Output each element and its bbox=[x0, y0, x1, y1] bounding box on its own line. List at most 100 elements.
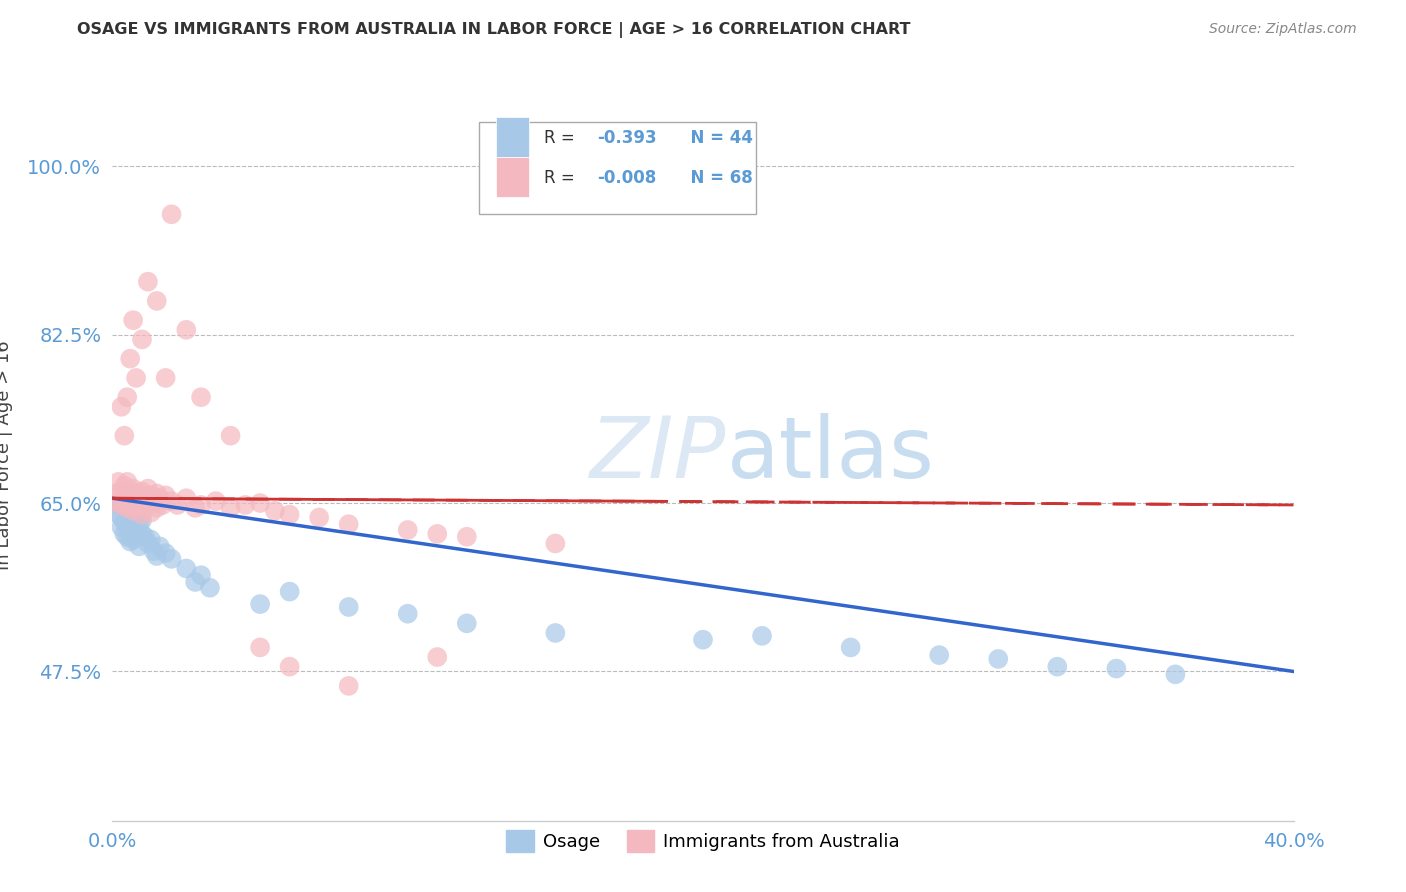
Immigrants from Australia bbox=[134, 500, 156, 515]
Immigrants from Australia bbox=[174, 491, 197, 506]
Immigrants from Australia bbox=[110, 486, 132, 500]
Immigrants from Australia bbox=[107, 496, 129, 510]
Osage bbox=[131, 526, 153, 541]
Immigrants from Australia bbox=[155, 371, 177, 385]
Osage bbox=[146, 549, 169, 563]
Immigrants from Australia bbox=[160, 494, 183, 508]
Osage bbox=[125, 526, 148, 541]
Osage bbox=[190, 568, 212, 582]
Osage bbox=[1105, 662, 1128, 676]
Osage bbox=[174, 561, 197, 575]
Osage bbox=[117, 517, 138, 532]
Osage bbox=[692, 632, 714, 647]
Osage bbox=[149, 539, 172, 553]
Osage bbox=[155, 546, 177, 560]
Immigrants from Australia bbox=[112, 428, 135, 442]
Osage bbox=[122, 520, 145, 534]
Osage bbox=[139, 533, 162, 547]
Immigrants from Australia bbox=[125, 488, 148, 502]
Osage bbox=[136, 536, 159, 550]
Text: R =: R = bbox=[544, 128, 579, 147]
Osage bbox=[134, 530, 156, 544]
Immigrants from Australia bbox=[136, 498, 159, 512]
Osage bbox=[396, 607, 419, 621]
Immigrants from Australia bbox=[131, 333, 153, 347]
Immigrants from Australia bbox=[190, 498, 212, 512]
Immigrants from Australia bbox=[142, 494, 165, 508]
Osage bbox=[112, 526, 135, 541]
Immigrants from Australia bbox=[125, 371, 148, 385]
Y-axis label: In Labor Force | Age > 16: In Labor Force | Age > 16 bbox=[0, 340, 14, 570]
Osage bbox=[928, 648, 950, 662]
Immigrants from Australia bbox=[396, 523, 419, 537]
Text: -0.393: -0.393 bbox=[596, 128, 657, 147]
Osage bbox=[987, 652, 1010, 666]
Immigrants from Australia bbox=[107, 475, 129, 489]
Immigrants from Australia bbox=[174, 323, 197, 337]
Immigrants from Australia bbox=[249, 496, 271, 510]
Osage bbox=[117, 530, 138, 544]
Immigrants from Australia bbox=[139, 506, 162, 520]
Immigrants from Australia bbox=[122, 313, 145, 327]
FancyBboxPatch shape bbox=[478, 122, 756, 213]
Immigrants from Australia bbox=[122, 482, 145, 496]
Immigrants from Australia bbox=[149, 491, 172, 506]
Immigrants from Australia bbox=[122, 504, 145, 518]
Osage bbox=[184, 574, 207, 589]
Immigrants from Australia bbox=[136, 275, 159, 289]
Osage bbox=[128, 539, 150, 553]
Immigrants from Australia bbox=[120, 351, 142, 366]
Immigrants from Australia bbox=[190, 390, 212, 404]
Immigrants from Australia bbox=[160, 207, 183, 221]
Immigrants from Australia bbox=[110, 498, 132, 512]
Immigrants from Australia bbox=[134, 488, 156, 502]
Immigrants from Australia bbox=[128, 486, 150, 500]
Bar bbox=[496, 117, 530, 157]
Osage bbox=[1164, 667, 1187, 681]
Osage bbox=[107, 498, 129, 512]
Osage bbox=[249, 597, 271, 611]
Immigrants from Australia bbox=[278, 659, 301, 673]
Osage bbox=[110, 520, 132, 534]
Immigrants from Australia bbox=[264, 504, 287, 518]
Text: R =: R = bbox=[544, 169, 579, 187]
Immigrants from Australia bbox=[426, 526, 449, 541]
Osage bbox=[1046, 659, 1069, 673]
Osage bbox=[456, 616, 478, 631]
Osage bbox=[142, 544, 165, 558]
Immigrants from Australia bbox=[128, 498, 150, 512]
Osage bbox=[544, 626, 567, 640]
Immigrants from Australia bbox=[139, 488, 162, 502]
Immigrants from Australia bbox=[308, 510, 330, 524]
Immigrants from Australia bbox=[131, 494, 153, 508]
Immigrants from Australia bbox=[117, 500, 138, 515]
Immigrants from Australia bbox=[110, 400, 132, 414]
Immigrants from Australia bbox=[426, 650, 449, 665]
Immigrants from Australia bbox=[219, 428, 242, 442]
Text: -0.008: -0.008 bbox=[596, 169, 657, 187]
Immigrants from Australia bbox=[544, 536, 567, 550]
Text: N = 44: N = 44 bbox=[679, 128, 754, 147]
Immigrants from Australia bbox=[146, 486, 169, 500]
Immigrants from Australia bbox=[136, 482, 159, 496]
Osage bbox=[122, 533, 145, 547]
Immigrants from Australia bbox=[117, 475, 138, 489]
Osage bbox=[751, 629, 773, 643]
Immigrants from Australia bbox=[205, 494, 228, 508]
Immigrants from Australia bbox=[278, 508, 301, 522]
Osage bbox=[131, 513, 153, 527]
Osage bbox=[128, 517, 150, 532]
Immigrants from Australia bbox=[120, 491, 142, 506]
Text: OSAGE VS IMMIGRANTS FROM AUSTRALIA IN LABOR FORCE | AGE > 16 CORRELATION CHART: OSAGE VS IMMIGRANTS FROM AUSTRALIA IN LA… bbox=[77, 22, 911, 38]
Osage bbox=[337, 599, 360, 614]
Osage bbox=[112, 516, 135, 530]
Immigrants from Australia bbox=[146, 500, 169, 515]
Osage bbox=[120, 534, 142, 549]
Osage bbox=[160, 552, 183, 566]
Immigrants from Australia bbox=[456, 530, 478, 544]
Osage bbox=[104, 506, 127, 520]
Text: atlas: atlas bbox=[727, 413, 935, 497]
Immigrants from Australia bbox=[117, 390, 138, 404]
Immigrants from Australia bbox=[131, 508, 153, 522]
Bar bbox=[496, 157, 530, 197]
